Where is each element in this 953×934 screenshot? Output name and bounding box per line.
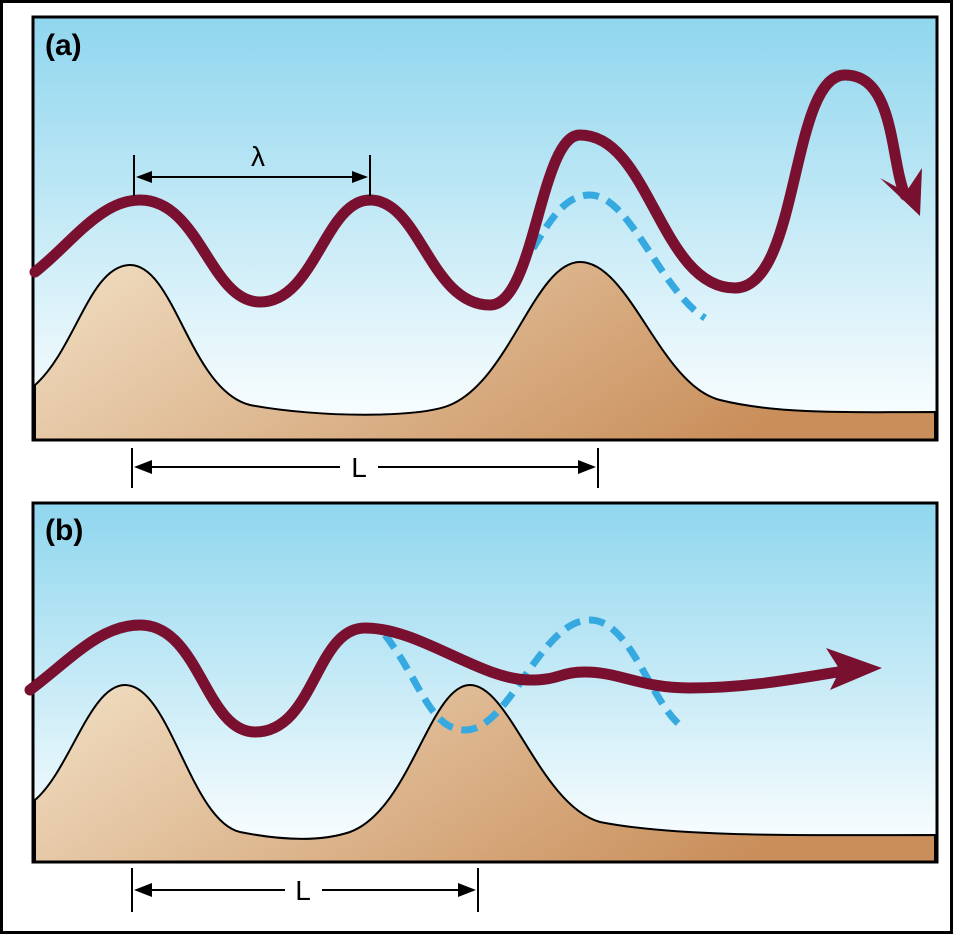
- dim-arrow: [134, 883, 152, 897]
- panel-label: (b): [45, 514, 83, 547]
- panel-label: (a): [45, 29, 82, 62]
- dim-arrow: [458, 883, 476, 897]
- mountains: [34, 260, 936, 441]
- spacing-label: L: [351, 452, 367, 483]
- linear-wave: [382, 616, 683, 734]
- spacing-label: L: [295, 875, 311, 906]
- arrowhead: [880, 168, 922, 216]
- dim-arrow: [136, 171, 152, 183]
- airflow: [24, 619, 856, 738]
- mountains: [34, 683, 936, 863]
- arrowhead: [826, 648, 882, 690]
- linear-wave: [517, 191, 707, 321]
- dim-arrow: [578, 460, 596, 474]
- dim-arrow: [352, 171, 368, 183]
- panel-border: [31, 15, 939, 442]
- panel-a: (a) λ L: [29, 15, 939, 488]
- dim-arrow: [134, 460, 152, 474]
- wavelength-label: λ: [251, 141, 265, 172]
- airflow: [29, 69, 911, 311]
- panel-b: (b) L: [24, 501, 939, 912]
